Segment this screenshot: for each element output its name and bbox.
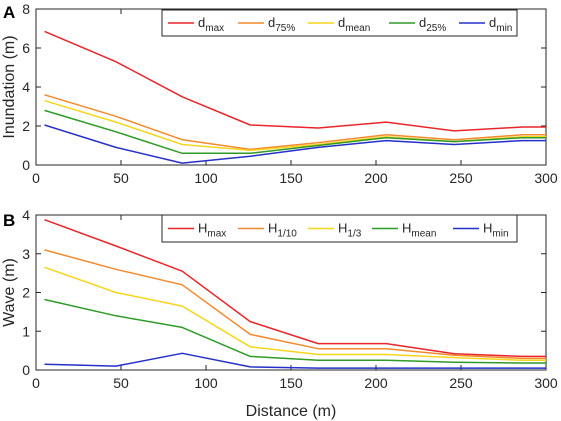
x-tick-label: 200 <box>364 170 388 186</box>
y-tick-label: 8 <box>22 1 30 17</box>
x-tick-label: 150 <box>279 170 303 186</box>
series-line-h-110 <box>44 249 546 360</box>
panel-label: B <box>3 211 15 230</box>
x-tick-label: 300 <box>534 375 558 391</box>
y-tick-label: 3 <box>22 246 30 262</box>
series-line-d-25 <box>44 109 546 155</box>
legend-entry: H1/10 <box>268 221 297 240</box>
legend-entry: dmax <box>198 15 224 34</box>
y-tick-label: 6 <box>22 40 30 56</box>
series-line-h-13 <box>44 266 546 362</box>
x-tick-label: 0 <box>32 375 40 391</box>
panel-b: 0 50 100 150 200 250 300 0 1 2 3 4 Wave (m) Distance … <box>1 207 558 420</box>
series-line-h-mean <box>44 298 546 364</box>
y-tick-label: 4 <box>22 207 30 223</box>
x-tick-label: 50 <box>113 375 129 391</box>
series-line-d-max <box>44 30 546 132</box>
x-tick-label: 250 <box>449 170 473 186</box>
y-axis-label: Wave (m) <box>1 258 18 327</box>
series-line-h-min <box>44 352 546 369</box>
x-tick-label: 0 <box>32 170 40 186</box>
legend-entry: Hmax <box>198 221 226 240</box>
x-tick-label: 150 <box>279 375 303 391</box>
legend: dmax d75% dmean d25% dmin <box>161 9 518 37</box>
x-tick-label: 100 <box>194 170 218 186</box>
legend: Hmax H1/10 H1/3 Hmean Hmin <box>161 214 518 243</box>
legend-box <box>161 9 518 37</box>
y-tick-label: 0 <box>22 362 30 378</box>
x-tick-label: 200 <box>364 375 388 391</box>
legend-entry: d25% <box>419 15 446 34</box>
y-tick-label: 2 <box>22 118 30 134</box>
x-tick-label: 300 <box>534 170 558 186</box>
x-tick-label: 50 <box>113 170 129 186</box>
panel-label: A <box>3 3 15 22</box>
y-tick-label: 4 <box>22 79 30 95</box>
legend-entry: H1/3 <box>338 221 362 240</box>
series-line-h-max <box>44 218 546 358</box>
y-tick-label: 2 <box>22 285 30 301</box>
x-axis-label: Distance (m) <box>246 403 337 420</box>
y-tick-label: 1 <box>22 323 30 339</box>
y-tick-label: 0 <box>22 157 30 173</box>
legend-entry: dmean <box>338 15 370 34</box>
x-tick-label: 100 <box>194 375 218 391</box>
panel-a: 0 50 100 150 200 250 300 0 2 4 6 8 Inundation (m) Adm… <box>1 1 558 186</box>
legend-entry: d75% <box>268 15 295 34</box>
y-axis-label: Inundation (m) <box>1 35 18 138</box>
series-line-d-75 <box>44 94 546 151</box>
legend-entry: Hmin <box>483 221 509 240</box>
legend-entry: Hmean <box>402 221 436 240</box>
series-line-d-min <box>44 124 546 164</box>
legend-entry: dmin <box>489 15 512 34</box>
x-tick-label: 250 <box>449 375 473 391</box>
